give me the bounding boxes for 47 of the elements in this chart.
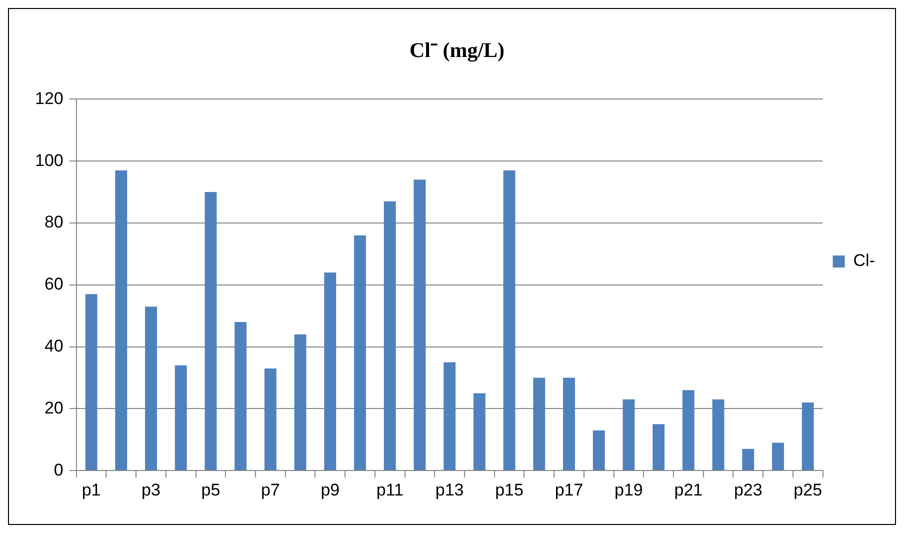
bar [354, 235, 366, 470]
bar [533, 378, 546, 470]
y-tick-label: 0 [54, 460, 64, 480]
legend-label: Cl- [853, 251, 876, 270]
x-tick-label: p1 [82, 480, 101, 500]
bar [234, 322, 247, 470]
y-tick-label: 60 [44, 274, 64, 294]
x-tick-label: p23 [734, 480, 762, 500]
x-tick-label: p25 [794, 480, 822, 500]
bar [85, 294, 98, 470]
bar [294, 334, 306, 470]
bar [324, 272, 336, 470]
bar [802, 402, 814, 470]
y-tick-label: 20 [44, 398, 64, 418]
x-tick-label: p21 [674, 480, 703, 500]
bar [444, 362, 456, 470]
bar [712, 399, 724, 470]
y-tick-label: 100 [34, 150, 64, 170]
x-tick-label: p11 [376, 480, 404, 500]
x-tick-label: p5 [201, 480, 220, 500]
bar [622, 399, 635, 470]
bar [115, 170, 128, 470]
bar [682, 390, 694, 470]
chart-title: Cl⁻ (mg/L) [409, 38, 505, 62]
bar [563, 378, 575, 470]
x-tick-label: p13 [435, 480, 464, 500]
y-tick-label: 80 [44, 212, 64, 232]
bar [503, 170, 516, 470]
bar [264, 368, 276, 470]
bar [414, 180, 426, 470]
x-tick-label: p3 [142, 480, 160, 500]
bar [592, 430, 605, 470]
x-tick-label: p9 [320, 480, 340, 500]
bar [473, 393, 486, 470]
bar [384, 201, 396, 470]
bar [772, 442, 784, 470]
bar [652, 424, 665, 470]
y-tick-label: 40 [44, 336, 64, 356]
bar [145, 306, 157, 470]
y-tick-label: 120 [34, 88, 64, 108]
x-tick-label: p17 [554, 480, 584, 500]
x-tick-label: p15 [495, 480, 524, 500]
bar [174, 365, 187, 470]
x-tick-label: p7 [260, 480, 280, 500]
x-tick-label: p19 [614, 480, 643, 500]
bar [204, 192, 217, 470]
bar [742, 448, 754, 470]
